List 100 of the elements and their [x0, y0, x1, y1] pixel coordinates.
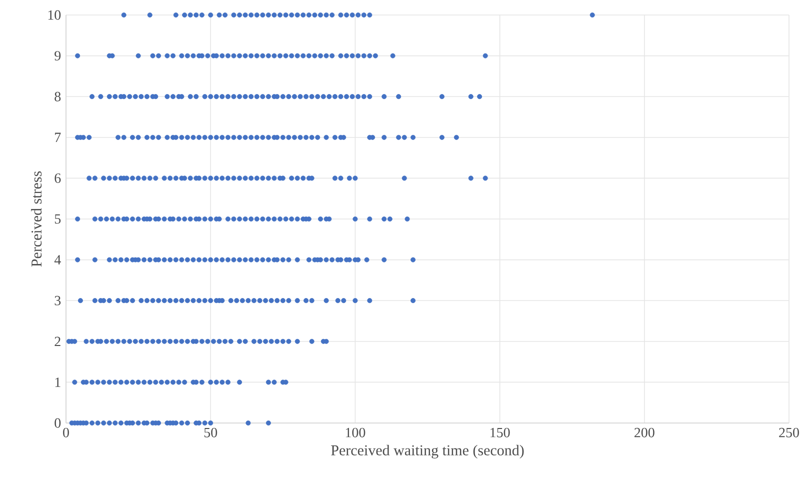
point: [162, 298, 167, 304]
point: [306, 12, 312, 18]
point: [144, 94, 150, 100]
point: [242, 216, 248, 222]
point: [248, 12, 254, 18]
point: [98, 94, 104, 100]
point: [179, 298, 184, 304]
point: [196, 298, 202, 304]
point: [382, 134, 387, 140]
point: [86, 176, 92, 181]
point: [162, 176, 167, 181]
point: [278, 216, 283, 222]
point: [263, 338, 268, 344]
point: [112, 420, 118, 426]
point: [289, 216, 294, 222]
point: [225, 257, 230, 262]
point: [367, 94, 372, 100]
point: [208, 176, 214, 181]
point: [382, 94, 387, 100]
point: [312, 12, 318, 18]
point: [289, 12, 294, 18]
point: [260, 216, 266, 222]
point: [254, 216, 260, 222]
point: [127, 94, 132, 100]
point: [324, 53, 329, 58]
point: [266, 134, 271, 140]
point: [101, 420, 106, 426]
point: [214, 176, 219, 181]
point: [208, 298, 214, 304]
point: [164, 134, 170, 140]
point: [110, 338, 115, 344]
point: [112, 176, 118, 181]
point: [330, 257, 335, 262]
point: [222, 12, 228, 18]
point: [156, 338, 162, 344]
point: [208, 94, 214, 100]
point: [216, 338, 222, 344]
point: [242, 12, 248, 18]
point: [242, 338, 248, 344]
point: [482, 53, 488, 58]
point: [352, 176, 358, 181]
point: [266, 12, 271, 18]
point: [153, 176, 158, 181]
x-axis-title: Perceived waiting time (second): [331, 444, 524, 458]
point: [280, 257, 286, 262]
point: [162, 257, 167, 262]
point: [341, 298, 346, 304]
point: [468, 94, 474, 100]
point: [78, 298, 83, 304]
point: [294, 298, 300, 304]
point: [352, 298, 358, 304]
point: [254, 257, 260, 262]
point: [199, 338, 204, 344]
point: [121, 338, 126, 344]
point: [95, 420, 100, 426]
point: [254, 134, 260, 140]
point: [190, 298, 196, 304]
point: [257, 298, 262, 304]
point: [350, 12, 355, 18]
point: [300, 53, 306, 58]
point: [263, 298, 268, 304]
point: [332, 134, 338, 140]
point: [286, 257, 292, 262]
point: [84, 338, 89, 344]
point: [127, 338, 132, 344]
point: [142, 176, 147, 181]
point: [454, 134, 459, 140]
point: [237, 176, 242, 181]
point: [231, 134, 236, 140]
point: [136, 216, 141, 222]
point: [190, 257, 196, 262]
point: [294, 338, 300, 344]
x-tick-label: 250: [779, 428, 799, 438]
point: [274, 338, 280, 344]
point: [248, 176, 254, 181]
point: [208, 420, 214, 426]
point: [228, 298, 234, 304]
point: [116, 338, 121, 344]
point: [75, 216, 80, 222]
point: [136, 420, 141, 426]
point: [144, 298, 150, 304]
point: [184, 134, 190, 140]
point: [372, 53, 378, 58]
y-tick-label: 3: [54, 296, 61, 306]
point: [106, 176, 112, 181]
point: [164, 94, 170, 100]
point: [338, 176, 344, 181]
point: [112, 94, 118, 100]
point: [338, 53, 344, 58]
point: [237, 134, 242, 140]
point: [116, 216, 121, 222]
point: [280, 298, 286, 304]
point: [147, 257, 152, 262]
point: [318, 12, 323, 18]
point: [104, 338, 109, 344]
point: [142, 380, 147, 385]
point: [260, 94, 266, 100]
point: [202, 216, 208, 222]
point: [320, 94, 326, 100]
point: [309, 338, 314, 344]
